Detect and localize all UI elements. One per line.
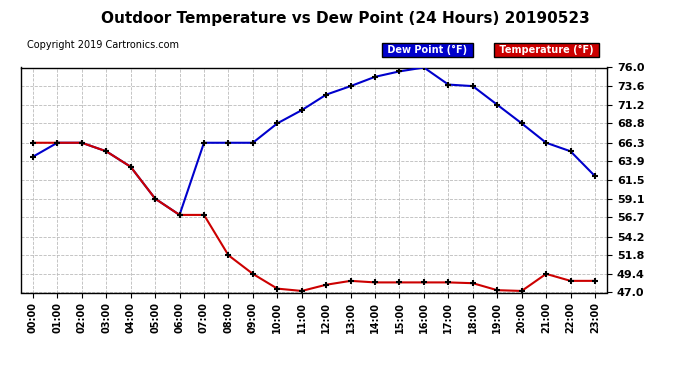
Text: Copyright 2019 Cartronics.com: Copyright 2019 Cartronics.com <box>26 40 179 51</box>
Text: Temperature (°F): Temperature (°F) <box>495 45 597 55</box>
Text: Outdoor Temperature vs Dew Point (24 Hours) 20190523: Outdoor Temperature vs Dew Point (24 Hou… <box>101 11 589 26</box>
Text: Dew Point (°F): Dew Point (°F) <box>384 45 471 55</box>
